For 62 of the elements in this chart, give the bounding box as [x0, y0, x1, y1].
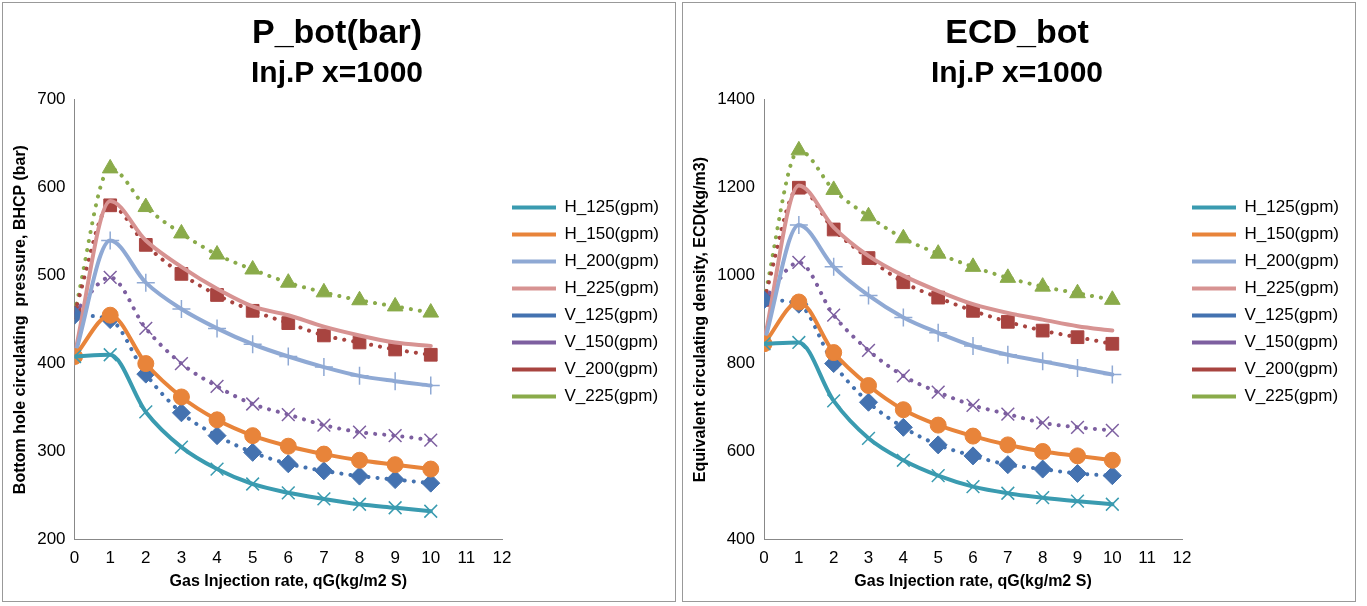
x-tick-label: 12: [1172, 548, 1192, 568]
x-axis-title: Gas Injection rate, qG(kg/m2 S): [854, 571, 1092, 589]
legend-label: H_225(gpm): [564, 278, 659, 298]
y-tick-label: 400: [726, 529, 756, 549]
legend-label: H_150(gpm): [1244, 224, 1339, 244]
y-tick-label: 800: [726, 353, 756, 373]
x-tick-label: 12: [492, 548, 512, 568]
y-tick-label: 700: [37, 89, 66, 109]
x-tick-label: 0: [69, 548, 80, 568]
x-tick-label: 4: [898, 548, 909, 568]
y-tick-label: 600: [37, 177, 66, 197]
x-tick-label: 1: [794, 548, 804, 568]
legend-label: V_200(gpm): [1244, 359, 1339, 379]
legend-label: V_150(gpm): [564, 332, 659, 352]
legend-label: H_200(gpm): [564, 251, 659, 271]
x-tick-label: 10: [421, 548, 441, 568]
y-axis-title: Equivalent circulating density, ECD(kg/m3): [691, 157, 709, 483]
chart-subtitle: Inj.P x=1000: [930, 55, 1104, 89]
x-tick-label: 5: [933, 548, 943, 568]
x-tick-label: 6: [968, 548, 978, 568]
x-tick-label: 3: [176, 548, 187, 568]
legend-label: V_150(gpm): [1244, 332, 1339, 352]
y-tick-label: 300: [37, 441, 66, 461]
x-tick-label: 11: [1138, 548, 1156, 568]
x-tick-label: 6: [283, 548, 294, 568]
y-axis-title: Bottom hole circulating pressure, BHCP (bar): [11, 145, 29, 495]
x-tick-label: 3: [863, 548, 874, 568]
x-tick-label: 2: [141, 548, 151, 568]
legend-label: V_225(gpm): [564, 386, 659, 406]
legend-label: H_125(gpm): [564, 197, 659, 217]
legend-label: V_200(gpm): [564, 359, 659, 379]
y-tick-label: 1200: [717, 177, 756, 197]
y-tick-label: 1000: [717, 265, 756, 285]
legend-label: H_150(gpm): [564, 224, 659, 244]
legend-label: V_225(gpm): [1244, 386, 1339, 406]
x-tick-label: 8: [354, 548, 365, 568]
legend-label: H_200(gpm): [1244, 251, 1339, 271]
y-tick-label: 600: [726, 441, 756, 461]
y-tick-label: 1400: [717, 89, 756, 109]
legend-label: V_125(gpm): [564, 305, 659, 325]
x-tick-label: 7: [1003, 548, 1013, 568]
x-tick-label: 9: [390, 548, 400, 568]
y-tick-label: 500: [37, 265, 66, 285]
legend-label: V_125(gpm): [1244, 305, 1339, 325]
x-tick-label: 8: [1037, 548, 1048, 568]
y-tick-label: 400: [37, 353, 66, 373]
x-axis-title: Gas Injection rate, qG(kg/m2 S): [169, 571, 407, 589]
x-tick-label: 7: [319, 548, 329, 568]
x-tick-label: 2: [828, 548, 839, 568]
x-tick-label: 0: [759, 548, 769, 568]
legend-label: H_225(gpm): [1244, 278, 1339, 298]
chart-title: P_bot(bar): [252, 11, 422, 50]
chart-subtitle: Inj.P x=1000: [250, 55, 424, 89]
x-tick-label: 5: [247, 548, 258, 568]
x-tick-label: 4: [212, 548, 222, 568]
x-tick-label: 9: [1072, 548, 1083, 568]
x-tick-label: 10: [1102, 548, 1122, 568]
chart-title: ECD_bot: [945, 11, 1089, 50]
legend-label: H_125(gpm): [1244, 197, 1339, 217]
x-tick-label: 11: [457, 548, 476, 568]
y-tick-label: 200: [37, 529, 66, 549]
x-tick-label: 1: [105, 548, 115, 568]
